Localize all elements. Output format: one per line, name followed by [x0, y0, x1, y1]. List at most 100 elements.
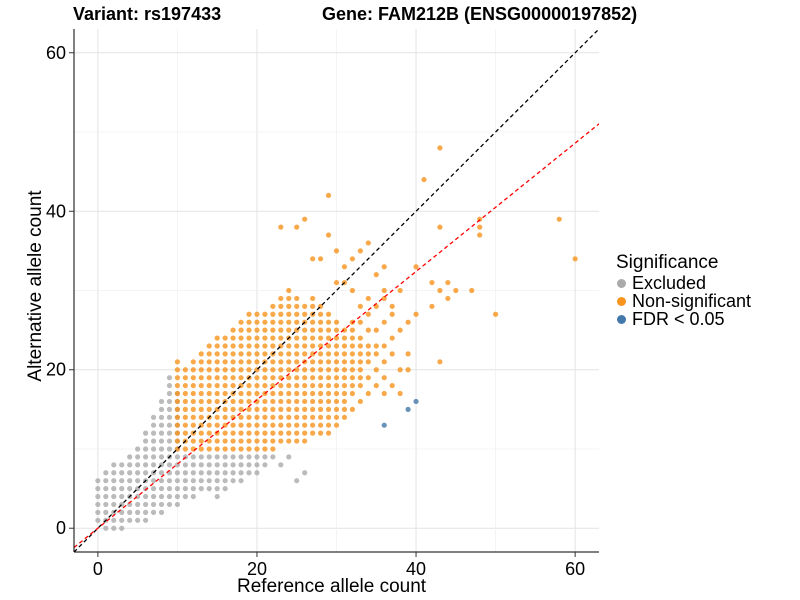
- point-excluded: [182, 486, 188, 492]
- point-non-significant: [246, 311, 252, 317]
- point-non-significant: [278, 382, 284, 389]
- point-non-significant: [190, 382, 196, 389]
- point-non-significant: [294, 224, 300, 230]
- point-excluded: [127, 509, 133, 515]
- point-excluded: [135, 470, 141, 476]
- point-non-significant: [572, 256, 578, 262]
- point-non-significant: [357, 351, 363, 357]
- point-non-significant: [317, 375, 324, 381]
- point-non-significant: [341, 398, 348, 405]
- point-fdr-0-05: [405, 406, 411, 412]
- point-non-significant: [222, 367, 228, 373]
- point-non-significant: [317, 414, 324, 420]
- point-non-significant: [222, 446, 228, 452]
- point-non-significant: [262, 430, 268, 436]
- point-non-significant: [262, 406, 268, 412]
- point-non-significant: [294, 438, 300, 444]
- point-excluded: [174, 501, 181, 508]
- point-non-significant: [286, 319, 292, 325]
- point-non-significant: [349, 343, 356, 349]
- point-excluded: [166, 382, 173, 389]
- point-non-significant: [413, 311, 419, 317]
- point-excluded: [190, 462, 196, 468]
- point-non-significant: [246, 406, 252, 412]
- fit-line: [74, 123, 599, 548]
- point-excluded: [174, 493, 181, 500]
- point-excluded: [158, 501, 165, 508]
- point-excluded: [158, 406, 165, 412]
- point-excluded: [135, 509, 141, 515]
- point-excluded: [206, 478, 212, 484]
- point-non-significant: [230, 422, 236, 428]
- point-non-significant: [333, 319, 340, 325]
- point-non-significant: [238, 319, 244, 325]
- point-excluded: [158, 414, 165, 420]
- point-non-significant: [214, 367, 220, 373]
- point-non-significant: [270, 319, 276, 325]
- point-non-significant: [230, 446, 236, 452]
- point-non-significant: [317, 382, 324, 389]
- point-excluded: [190, 454, 196, 460]
- point-non-significant: [325, 375, 332, 381]
- point-non-significant: [333, 248, 340, 254]
- point-excluded: [142, 462, 149, 468]
- point-non-significant: [198, 406, 204, 412]
- point-non-significant: [317, 430, 324, 436]
- point-non-significant: [190, 422, 196, 428]
- point-non-significant: [389, 351, 395, 357]
- point-excluded: [222, 470, 228, 476]
- point-non-significant: [174, 430, 181, 436]
- point-non-significant: [238, 422, 244, 428]
- point-non-significant: [238, 375, 244, 381]
- point-non-significant: [238, 359, 244, 365]
- point-non-significant: [278, 430, 284, 436]
- point-excluded: [119, 509, 125, 515]
- point-non-significant: [270, 327, 276, 333]
- point-non-significant: [325, 422, 332, 428]
- point-non-significant: [325, 232, 332, 238]
- point-non-significant: [286, 382, 292, 389]
- point-non-significant: [341, 367, 348, 373]
- point-non-significant: [286, 311, 292, 317]
- point-non-significant: [381, 319, 387, 325]
- plot-panel: [74, 29, 599, 552]
- point-excluded: [150, 422, 157, 428]
- point-excluded: [182, 462, 188, 468]
- point-non-significant: [381, 343, 387, 349]
- point-non-significant: [214, 375, 220, 381]
- point-excluded: [182, 470, 188, 476]
- point-non-significant: [270, 343, 276, 349]
- point-excluded: [246, 462, 252, 468]
- point-non-significant: [294, 311, 300, 317]
- point-excluded: [270, 454, 276, 460]
- point-non-significant: [373, 327, 379, 333]
- point-excluded: [111, 486, 117, 492]
- point-non-significant: [174, 367, 181, 373]
- point-non-significant: [174, 359, 181, 365]
- point-non-significant: [294, 390, 300, 397]
- point-non-significant: [214, 414, 220, 420]
- point-non-significant: [190, 398, 196, 405]
- point-non-significant: [198, 375, 204, 381]
- point-non-significant: [357, 359, 363, 365]
- point-non-significant: [254, 390, 260, 397]
- point-non-significant: [437, 287, 443, 294]
- x-tick-label: 20: [247, 559, 267, 579]
- point-excluded: [198, 462, 204, 468]
- point-non-significant: [174, 422, 181, 428]
- legend-swatch-excluded: [617, 278, 626, 288]
- point-non-significant: [190, 367, 196, 373]
- point-non-significant: [405, 367, 411, 373]
- point-non-significant: [286, 287, 292, 294]
- point-non-significant: [286, 351, 292, 357]
- point-excluded: [278, 462, 284, 468]
- point-non-significant: [270, 422, 276, 428]
- identity-line: [74, 29, 599, 552]
- point-excluded: [142, 517, 149, 523]
- point-non-significant: [286, 398, 292, 405]
- point-excluded: [166, 422, 173, 428]
- point-non-significant: [381, 390, 387, 397]
- point-non-significant: [182, 422, 188, 428]
- point-excluded: [286, 454, 292, 460]
- x-tick-label: 60: [565, 559, 585, 579]
